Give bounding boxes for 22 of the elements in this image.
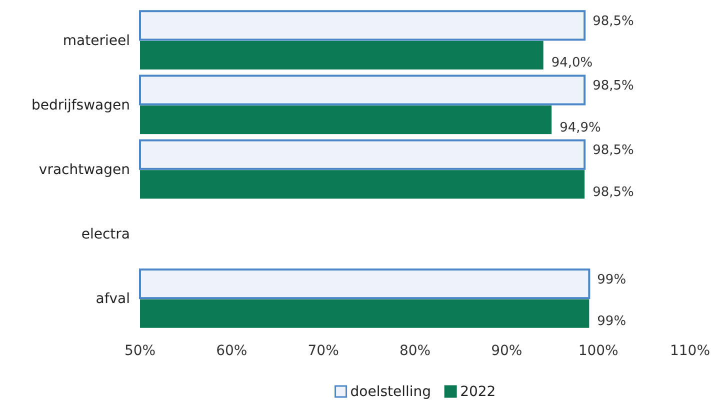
data-label: 98,5% <box>592 14 634 29</box>
data-label: 99% <box>597 314 626 330</box>
y-tick-label: afval <box>96 291 130 308</box>
legend-label: 2022 <box>460 384 496 400</box>
data-label: 99% <box>597 272 626 288</box>
y-tick-label: materieel <box>62 32 130 49</box>
x-tick-label: 100% <box>578 342 618 359</box>
x-tick-label: 80% <box>399 342 431 359</box>
y-tick-label: bedrijfswagen <box>31 97 130 114</box>
legend-label: doelstelling <box>350 384 432 400</box>
data-label: 98,5% <box>592 184 634 200</box>
data-label: 94,0% <box>551 56 593 71</box>
y-tick-label: vrachtwagen <box>38 162 130 178</box>
x-tick-label: 60% <box>216 342 248 359</box>
x-tick-label: 50% <box>124 342 156 359</box>
data-label: 94,9% <box>560 120 601 136</box>
x-tick-label: 110% <box>670 342 710 359</box>
data-label: 98,5% <box>592 143 634 158</box>
x-tick-label: 70% <box>308 342 339 359</box>
y-tick-label: electra <box>81 226 130 243</box>
x-tick-label: 90% <box>491 342 522 359</box>
data-label: 98,5% <box>592 78 634 94</box>
